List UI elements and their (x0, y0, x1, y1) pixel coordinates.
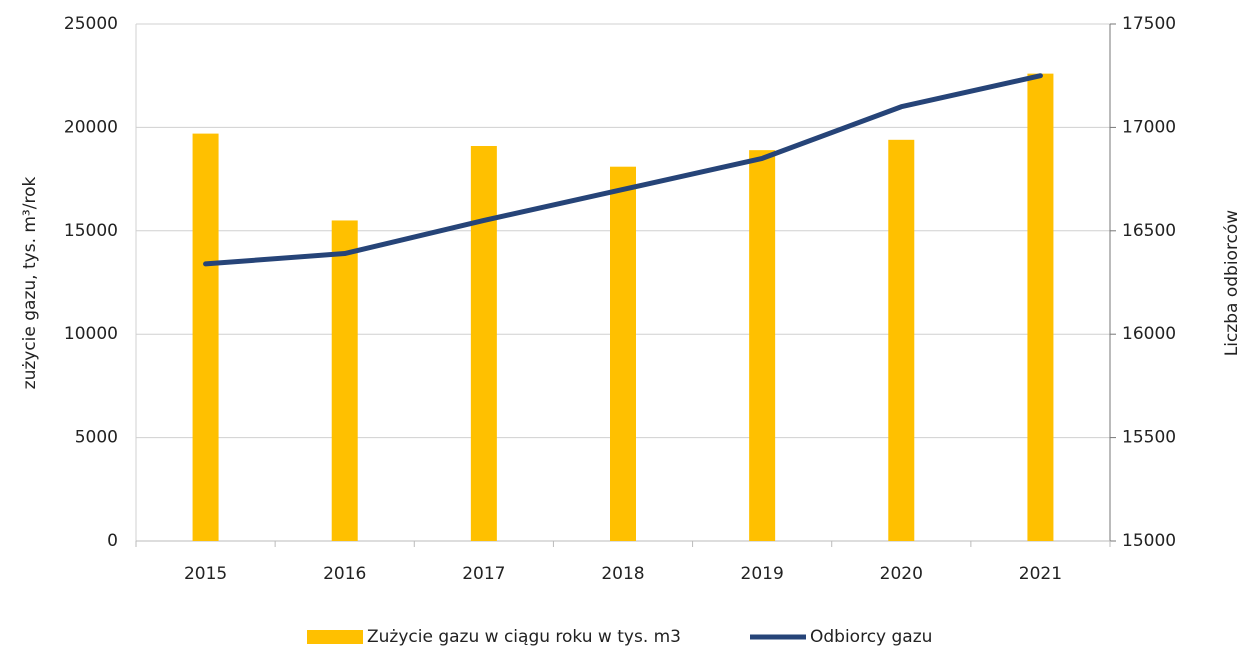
y-axis-label: zużycie gazu, tys. m³/rok (20, 177, 40, 390)
x-tick-label: 2016 (323, 564, 366, 584)
y2-tick-label: 15500 (1122, 428, 1176, 448)
bar (610, 166, 636, 541)
legend-swatch (307, 630, 363, 644)
x-tick-label: 2017 (462, 564, 505, 584)
y2-tick-label: 17500 (1122, 14, 1176, 34)
y2-tick-label: 15000 (1122, 531, 1176, 551)
x-tick-label: 2021 (1019, 564, 1062, 584)
bar (331, 220, 358, 541)
bar (1027, 73, 1054, 541)
y2-tick-label: 16500 (1122, 221, 1176, 241)
y-tick-label: 15000 (64, 221, 118, 241)
x-tick-label: 2018 (601, 564, 644, 584)
y-tick-label: 10000 (64, 324, 118, 344)
y-tick-label: 5000 (75, 428, 118, 448)
bar (749, 150, 776, 541)
y2-axis-label: Liczba odbiorców (1222, 210, 1237, 357)
y2-tick-label: 16000 (1122, 324, 1176, 344)
y-tick-label: 20000 (64, 117, 118, 137)
bar (470, 146, 497, 541)
legend-label: Odbiorcy gazu (810, 627, 932, 647)
y2-tick-label: 17000 (1122, 117, 1176, 137)
legend-label: Zużycie gazu w ciągu roku w tys. m3 (367, 627, 681, 647)
x-tick-label: 2020 (880, 564, 923, 584)
y-tick-label: 25000 (64, 14, 118, 34)
y-tick-label: 0 (107, 531, 118, 551)
bar (888, 139, 915, 542)
line (203, 73, 1043, 267)
bar (192, 133, 219, 541)
x-tick-label: 2019 (741, 564, 784, 584)
x-tick-label: 2015 (184, 564, 227, 584)
